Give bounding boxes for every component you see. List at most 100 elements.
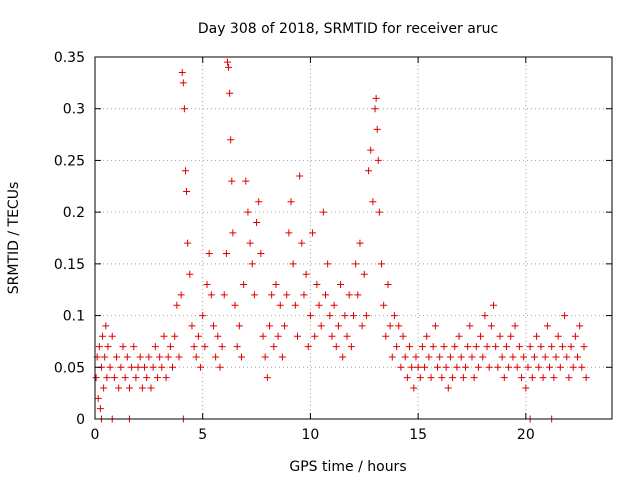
data-point-marker [134, 363, 142, 371]
data-point-marker [412, 353, 420, 361]
data-point-marker [505, 363, 513, 371]
data-point-marker [274, 332, 282, 340]
data-point-marker [347, 343, 355, 351]
data-point-marker [130, 343, 138, 351]
y-tick-label: 0.35 [54, 50, 85, 66]
data-point-marker [95, 343, 103, 351]
data-point-marker [257, 250, 265, 258]
x-tick-label: 15 [409, 427, 427, 443]
data-point-marker [250, 291, 258, 299]
data-point-marker [285, 229, 293, 237]
data-point-marker [362, 312, 370, 320]
data-point-marker [429, 343, 437, 351]
data-point-marker [242, 177, 250, 185]
y-tick-label: 0.15 [54, 257, 85, 273]
data-point-marker [203, 281, 211, 289]
data-point-marker [414, 363, 422, 371]
data-point-marker [332, 343, 340, 351]
data-point-marker [160, 332, 168, 340]
data-point-marker [222, 250, 230, 258]
data-point-marker [569, 363, 577, 371]
data-point-marker [576, 322, 584, 330]
data-point-marker [255, 198, 263, 206]
data-point-marker [449, 374, 457, 382]
grid-lines [95, 57, 612, 419]
data-point-marker [408, 363, 416, 371]
data-point-marker [100, 384, 108, 392]
data-point-marker [373, 125, 381, 133]
data-point-marker [582, 374, 590, 382]
data-point-marker [328, 332, 336, 340]
data-point-marker [406, 343, 414, 351]
data-point-marker [117, 363, 125, 371]
data-point-marker [229, 229, 237, 237]
data-point-marker [511, 322, 519, 330]
data-point-marker [481, 312, 489, 320]
data-point-marker [265, 322, 273, 330]
data-point-marker [179, 79, 187, 87]
data-point-marker [388, 353, 396, 361]
data-point-marker [103, 374, 111, 382]
data-point-marker [296, 172, 304, 180]
data-point-marker [253, 218, 261, 226]
data-point-marker [319, 208, 327, 216]
data-point-marker [315, 301, 323, 309]
data-point-marker [143, 374, 151, 382]
y-tick-label: 0.3 [63, 102, 85, 118]
data-point-marker [490, 301, 498, 309]
data-point-marker [209, 322, 217, 330]
data-point-marker [151, 343, 159, 351]
data-point-marker [515, 343, 523, 351]
data-point-marker [119, 343, 127, 351]
data-point-marker [546, 363, 554, 371]
data-point-marker [498, 353, 506, 361]
data-point-marker [556, 363, 564, 371]
data-point-marker [533, 332, 541, 340]
data-point-marker [382, 332, 390, 340]
data-point-marker [492, 343, 500, 351]
data-point-marker [403, 374, 411, 382]
data-point-marker [293, 332, 301, 340]
data-point-marker [483, 343, 491, 351]
data-point-marker [223, 58, 231, 66]
data-point-marker [352, 260, 360, 268]
data-point-marker [543, 322, 551, 330]
data-point-marker [125, 384, 133, 392]
data-point-marker [350, 312, 357, 320]
data-point-marker [343, 332, 351, 340]
data-point-marker [136, 353, 144, 361]
data-point-marker [500, 374, 508, 382]
data-point-marker [113, 353, 121, 361]
data-point-marker [539, 374, 547, 382]
data-point-marker [440, 343, 448, 351]
data-point-marker [317, 322, 325, 330]
y-tick-label: 0 [76, 412, 85, 428]
x-tick-label: 10 [302, 427, 320, 443]
data-point-marker [231, 301, 239, 309]
data-point-marker [518, 374, 526, 382]
data-point-marker [268, 291, 276, 299]
chart-title: Day 308 of 2018, SRMTID for receiver aru… [198, 21, 498, 37]
y-tick-label: 0.05 [54, 360, 85, 376]
data-point-marker [360, 270, 368, 278]
data-point-marker [528, 374, 536, 382]
data-point-marker [390, 312, 398, 320]
data-point-marker [468, 353, 476, 361]
data-point-marker [472, 343, 480, 351]
data-point-marker [197, 363, 205, 371]
data-point-marker [462, 363, 470, 371]
data-point-marker [399, 332, 407, 340]
data-point-marker [201, 343, 209, 351]
data-point-marker [190, 343, 198, 351]
data-point-marker [513, 363, 521, 371]
data-point-marker [401, 353, 409, 361]
data-point-marker [356, 239, 364, 247]
data-point-marker [302, 270, 310, 278]
data-point-marker [434, 363, 442, 371]
data-point-marker [464, 343, 472, 351]
data-point-marker [162, 374, 170, 382]
data-point-marker [453, 363, 461, 371]
data-point-marker [386, 322, 394, 330]
data-point-marker [578, 363, 586, 371]
data-point-marker [438, 374, 446, 382]
